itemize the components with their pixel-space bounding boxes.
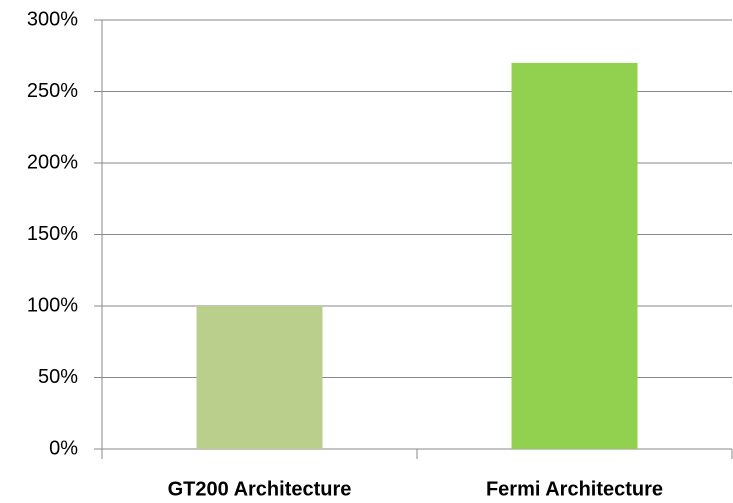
y-tick-label: 0% — [49, 437, 78, 459]
y-tick-label: 150% — [27, 223, 78, 245]
x-tick-label: Fermi Architecture — [486, 478, 663, 500]
bar — [511, 62, 638, 450]
y-tick-label: 250% — [27, 80, 78, 102]
y-tick-label: 300% — [27, 8, 78, 30]
y-tick-label: 100% — [27, 294, 78, 316]
y-tick-label: 200% — [27, 151, 78, 173]
bar — [196, 306, 323, 449]
y-tick-label: 50% — [38, 366, 78, 388]
x-tick-label: GT200 Architecture — [168, 478, 352, 500]
